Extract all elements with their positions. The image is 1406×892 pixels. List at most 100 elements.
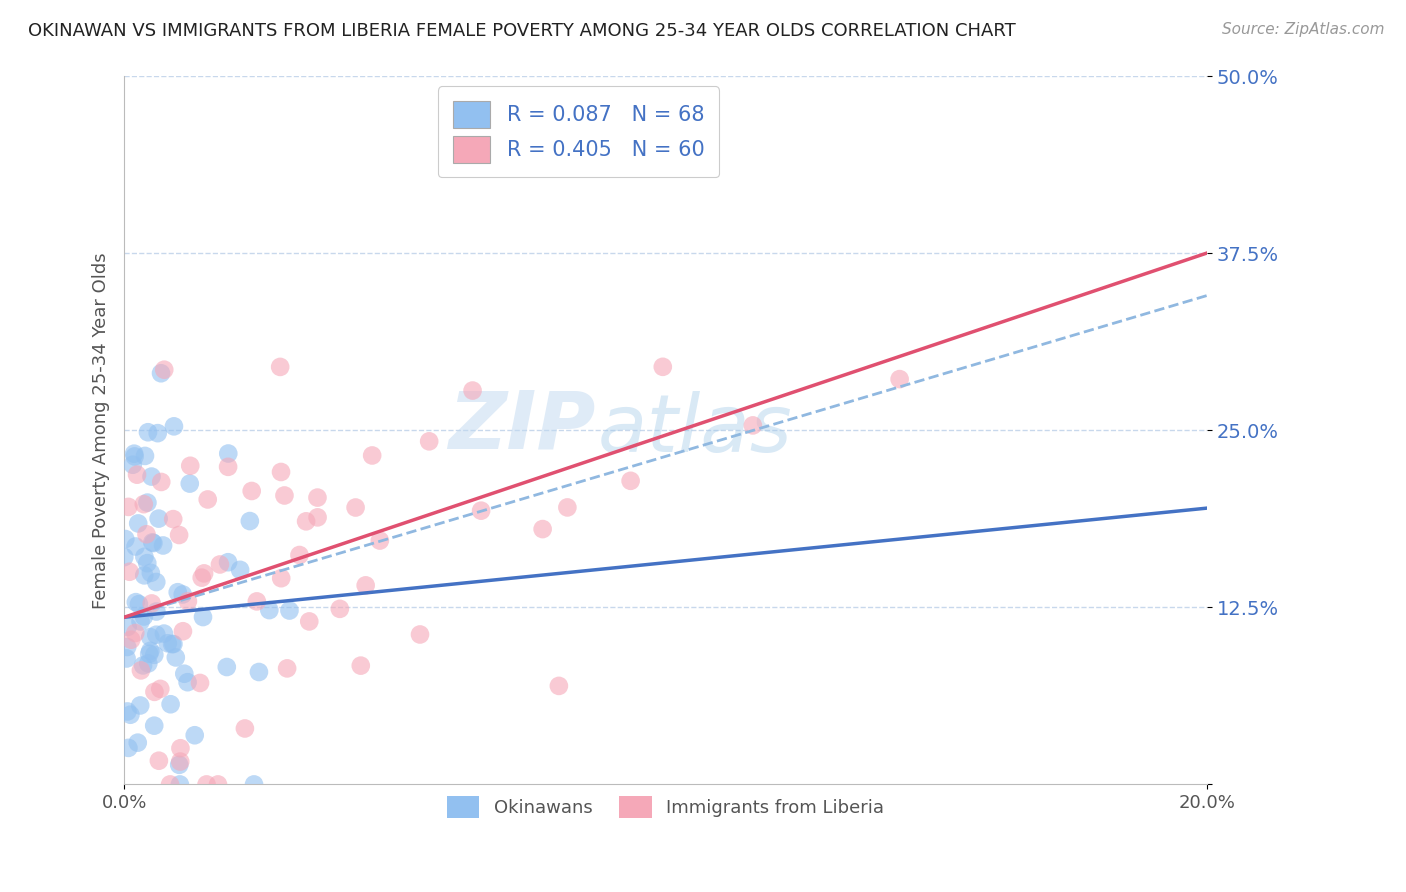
Point bbox=[132, 609, 155, 624]
Point bbox=[112, 550, 135, 565]
Point bbox=[150, 366, 173, 380]
Point bbox=[233, 722, 256, 736]
Point bbox=[197, 492, 219, 507]
Point bbox=[124, 626, 146, 640]
Point bbox=[141, 469, 163, 483]
Point bbox=[172, 624, 194, 639]
Point bbox=[461, 384, 484, 398]
Text: Source: ZipAtlas.com: Source: ZipAtlas.com bbox=[1222, 22, 1385, 37]
Point bbox=[163, 419, 186, 434]
Point bbox=[247, 665, 270, 679]
Point bbox=[169, 755, 191, 769]
Point bbox=[179, 458, 201, 473]
Point bbox=[259, 603, 281, 617]
Text: OKINAWAN VS IMMIGRANTS FROM LIBERIA FEMALE POVERTY AMONG 25-34 YEAR OLDS CORRELA: OKINAWAN VS IMMIGRANTS FROM LIBERIA FEMA… bbox=[28, 22, 1017, 40]
Point bbox=[329, 602, 352, 616]
Point bbox=[278, 603, 301, 617]
Point bbox=[889, 372, 911, 386]
Point bbox=[156, 636, 179, 650]
Point bbox=[148, 511, 170, 525]
Point bbox=[531, 522, 554, 536]
Point bbox=[179, 476, 201, 491]
Point bbox=[239, 514, 262, 528]
Point bbox=[138, 647, 160, 661]
Point bbox=[183, 728, 205, 742]
Point bbox=[120, 707, 142, 722]
Point bbox=[246, 594, 269, 608]
Point bbox=[193, 566, 215, 581]
Point bbox=[115, 651, 138, 665]
Text: atlas: atlas bbox=[598, 392, 792, 469]
Point bbox=[149, 681, 172, 696]
Point bbox=[167, 757, 190, 772]
Point bbox=[145, 605, 167, 619]
Point bbox=[129, 698, 152, 713]
Y-axis label: Female Poverty Among 25-34 Year Olds: Female Poverty Among 25-34 Year Olds bbox=[93, 252, 110, 608]
Point bbox=[188, 676, 211, 690]
Point bbox=[152, 539, 174, 553]
Point bbox=[169, 777, 191, 791]
Point bbox=[125, 467, 148, 482]
Point bbox=[217, 459, 239, 474]
Point bbox=[166, 585, 188, 599]
Point bbox=[153, 362, 176, 376]
Point bbox=[173, 666, 195, 681]
Point bbox=[117, 500, 139, 514]
Legend: Okinawans, Immigrants from Liberia: Okinawans, Immigrants from Liberia bbox=[439, 789, 891, 825]
Point bbox=[139, 644, 162, 658]
Point bbox=[298, 615, 321, 629]
Point bbox=[217, 555, 239, 569]
Point bbox=[350, 658, 373, 673]
Point bbox=[295, 514, 318, 528]
Point bbox=[167, 528, 190, 542]
Point bbox=[172, 587, 194, 601]
Point bbox=[135, 527, 157, 541]
Point bbox=[127, 516, 149, 531]
Point bbox=[121, 458, 143, 472]
Point bbox=[270, 571, 292, 585]
Point bbox=[169, 741, 191, 756]
Point bbox=[132, 497, 155, 511]
Point bbox=[139, 630, 162, 644]
Point bbox=[269, 359, 291, 374]
Point bbox=[191, 610, 214, 624]
Point bbox=[153, 626, 176, 640]
Point bbox=[124, 540, 146, 554]
Point bbox=[128, 597, 150, 611]
Point bbox=[217, 446, 239, 460]
Point bbox=[159, 698, 181, 712]
Point bbox=[129, 664, 152, 678]
Point bbox=[354, 578, 377, 592]
Point bbox=[190, 571, 212, 585]
Point bbox=[470, 504, 492, 518]
Point bbox=[122, 447, 145, 461]
Point bbox=[143, 648, 166, 662]
Point bbox=[117, 740, 139, 755]
Point bbox=[120, 632, 142, 647]
Point bbox=[159, 777, 181, 791]
Point bbox=[132, 658, 155, 673]
Point bbox=[307, 491, 329, 505]
Point bbox=[125, 595, 148, 609]
Point bbox=[141, 535, 163, 549]
Point bbox=[134, 449, 156, 463]
Point bbox=[150, 475, 173, 489]
Point bbox=[243, 777, 266, 791]
Point bbox=[229, 563, 252, 577]
Point bbox=[139, 566, 162, 580]
Point bbox=[118, 565, 141, 579]
Point bbox=[142, 536, 165, 550]
Point bbox=[129, 615, 152, 629]
Point bbox=[136, 495, 159, 509]
Point bbox=[148, 754, 170, 768]
Point bbox=[141, 597, 163, 611]
Point bbox=[134, 549, 156, 564]
Point bbox=[136, 425, 159, 440]
Point bbox=[368, 533, 391, 548]
Point bbox=[143, 719, 166, 733]
Point bbox=[177, 594, 200, 608]
Point bbox=[124, 450, 146, 464]
Point bbox=[361, 449, 384, 463]
Point bbox=[136, 556, 159, 570]
Text: ZIP: ZIP bbox=[447, 388, 595, 466]
